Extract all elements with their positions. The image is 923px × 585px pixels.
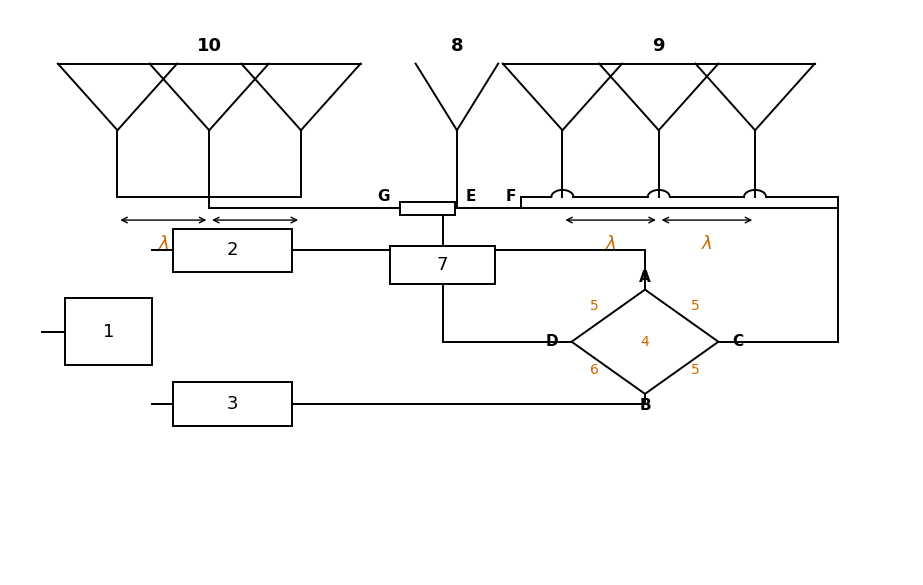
Text: 5: 5	[691, 363, 700, 377]
Text: 5: 5	[590, 299, 599, 313]
Text: 4: 4	[641, 335, 650, 349]
Text: B: B	[639, 398, 651, 413]
Text: 8: 8	[450, 37, 463, 55]
Text: A: A	[639, 270, 651, 285]
Text: C: C	[732, 334, 743, 349]
Text: $\lambda$: $\lambda$	[249, 235, 261, 253]
Bar	[400, 202, 455, 215]
Text: F: F	[505, 189, 516, 204]
Text: $\lambda$: $\lambda$	[158, 235, 169, 253]
Text: D: D	[545, 334, 557, 349]
Text: 5: 5	[691, 299, 700, 313]
Bar	[173, 383, 292, 426]
Text: G: G	[378, 189, 390, 204]
Text: 9: 9	[653, 37, 665, 55]
Text: E: E	[465, 189, 475, 204]
Text: $\lambda$: $\lambda$	[701, 235, 713, 253]
Bar	[173, 229, 292, 272]
Text: 7: 7	[437, 256, 449, 274]
Text: 10: 10	[197, 37, 222, 55]
Text: 1: 1	[103, 322, 114, 340]
Text: 3: 3	[226, 395, 238, 413]
Bar	[66, 298, 152, 365]
Text: $\lambda$: $\lambda$	[605, 235, 617, 253]
Text: 6: 6	[590, 363, 599, 377]
Text: 2: 2	[226, 242, 238, 260]
Bar	[390, 246, 496, 284]
